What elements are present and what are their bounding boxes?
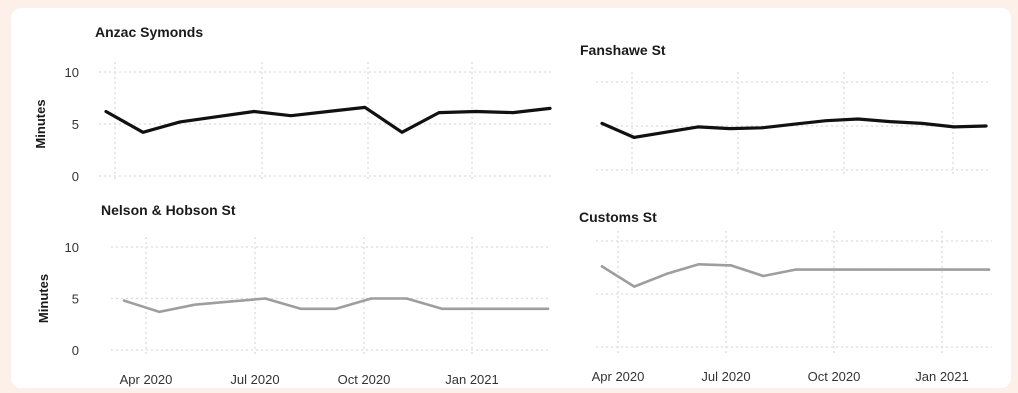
data-point [891,268,894,271]
series-line [600,262,991,288]
chart-card: Anzac Symonds Minutes 0 5 10 Fanshawe St Nelso… [11,8,1011,388]
data-point [729,264,733,267]
data-point [923,268,926,271]
x-tick-label: Jan 2021 [445,372,499,387]
data-point [664,130,668,134]
data-point [440,307,444,310]
data-point [474,110,478,113]
data-point [228,300,232,303]
data-point [888,120,892,123]
data-point [696,125,700,129]
data-point [600,265,604,268]
data-point [633,285,636,288]
panel-title: Nelson & Hobson St [101,202,236,218]
data-point [104,110,108,113]
data-point [437,111,441,114]
x-tick-label: Apr 2020 [592,369,645,384]
data-point [952,125,956,129]
y-tick-label: 10 [65,240,79,255]
data-point [252,110,256,113]
data-point [546,307,550,310]
data-point [289,114,293,117]
data-point [548,107,552,110]
panel-title: Anzac Symonds [95,24,203,40]
data-point [511,111,515,114]
data-point [476,307,479,310]
small-multiples-chart: Anzac Symonds Minutes 0 5 10 Fanshawe St Nelso… [33,24,992,387]
data-point [728,127,732,130]
data-point [215,115,219,118]
data-point [955,268,958,271]
panel-title: Fanshawe St [580,42,666,58]
data-point [363,106,367,109]
x-tick-label: Jan 2021 [915,369,969,384]
data-point [794,268,797,271]
data-point [334,307,338,310]
y-tick-label: 5 [72,117,79,132]
data-point [405,297,408,300]
data-point [632,136,636,139]
data-point [158,310,161,314]
data-point [193,303,196,306]
y-tick-label: 0 [72,343,79,358]
panel-title: Customs St [579,209,657,225]
data-point [600,122,604,125]
data-point [400,131,404,134]
data-point [370,297,373,300]
y-tick-label: 5 [72,292,79,307]
data-point [299,307,302,310]
data-point [697,263,700,266]
data-point [141,131,145,134]
data-point [826,268,829,271]
y-tick-label: 10 [65,65,79,80]
x-tick-label: Oct 2020 [808,369,861,384]
data-point [824,119,828,122]
y-tick-label: 0 [72,169,79,184]
data-point [511,307,514,310]
data-point [762,274,765,278]
data-point [987,268,991,271]
data-point [264,297,267,300]
data-point [760,126,764,129]
y-axis-label: Minutes [36,274,51,323]
x-tick-label: Jul 2020 [701,369,750,384]
x-tick-label: Jul 2020 [230,372,279,387]
x-tick-label: Apr 2020 [120,372,173,387]
data-point [858,268,862,271]
data-point [792,123,796,126]
series-line [600,117,988,139]
data-point [856,117,860,121]
x-tick-label: Oct 2020 [338,372,391,387]
y-axis-label: Minutes [33,99,48,148]
data-point [920,122,924,125]
data-point [122,299,126,302]
data-point [326,110,330,113]
data-point [984,124,988,128]
data-point [178,120,182,124]
data-point [665,272,668,276]
